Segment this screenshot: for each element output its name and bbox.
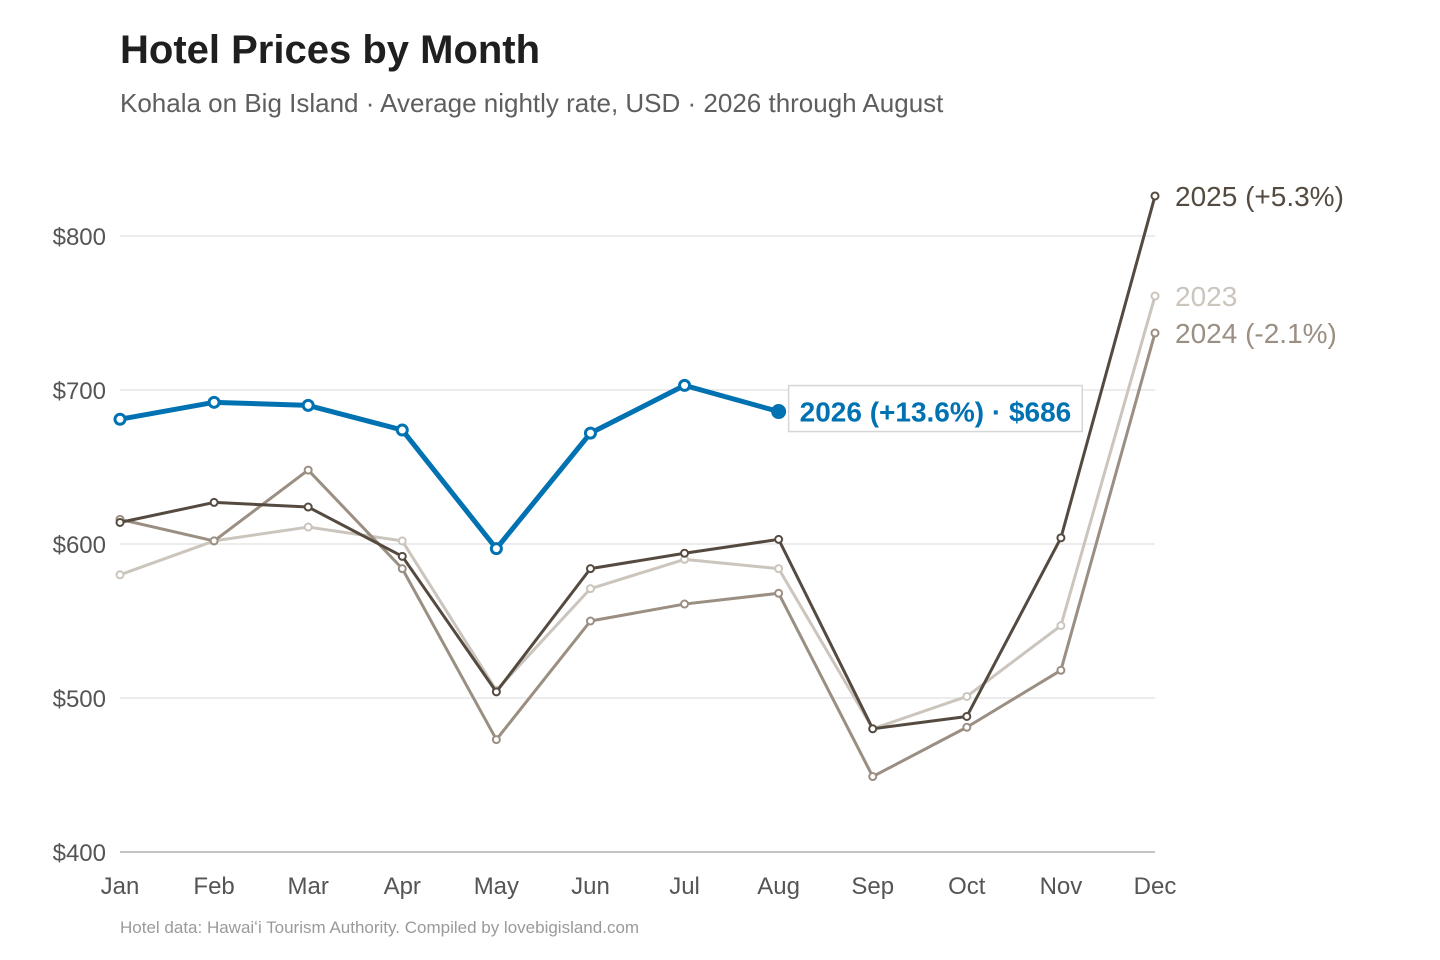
y-tick-label: $400 (53, 840, 106, 867)
data-point (680, 548, 690, 558)
x-tick-label: Jul (669, 873, 700, 900)
data-point (301, 398, 315, 412)
y-tick-label: $600 (53, 532, 106, 559)
data-point (207, 395, 221, 409)
series-label-2024: 2024 (-2.1%) (1175, 318, 1337, 349)
data-point (585, 564, 595, 574)
data-point (209, 536, 219, 546)
series-line-2023 (118, 294, 1157, 731)
data-point (303, 465, 313, 475)
y-tick-label: $700 (53, 378, 106, 405)
source-note: Hotel data: Hawaiʻi Tourism Authority. C… (120, 918, 640, 937)
data-point (115, 517, 125, 527)
data-point (489, 542, 503, 556)
data-point (962, 691, 972, 701)
data-point (1056, 533, 1066, 543)
data-point (395, 423, 409, 437)
x-tick-label: May (474, 873, 519, 900)
data-point (962, 711, 972, 721)
data-point (1150, 328, 1160, 338)
grid-lines (120, 235, 1155, 853)
series-labels: 2026 (+13.6%) · $686 2025 (+5.3%) 2023 2024… (787, 181, 1344, 433)
series-line-2026 (117, 382, 782, 552)
x-axis: Jan Feb Mar Apr May Jun Jul Aug Sep Oct Nov Dec (101, 873, 1177, 900)
chart-title: Hotel Prices by Month (120, 28, 541, 72)
data-point (1150, 291, 1160, 301)
series-2024 (115, 328, 1160, 782)
data-point (1056, 665, 1066, 675)
data-point (868, 772, 878, 782)
data-point (774, 534, 784, 544)
data-point (209, 497, 219, 507)
data-point (491, 687, 501, 697)
series-line-2025 (118, 194, 1157, 731)
data-point (583, 426, 597, 440)
data-point (491, 735, 501, 745)
data-point (397, 564, 407, 574)
data-point (585, 584, 595, 594)
data-point (962, 722, 972, 732)
data-point (771, 404, 787, 420)
label-box (787, 384, 1084, 433)
data-point (868, 724, 878, 734)
x-tick-label: Feb (193, 873, 234, 900)
data-point (680, 599, 690, 609)
data-point (115, 570, 125, 580)
data-point (1150, 191, 1160, 201)
x-tick-label: Oct (948, 873, 986, 900)
data-point (774, 564, 784, 574)
x-tick-label: Mar (288, 873, 329, 900)
series-2026 (113, 378, 787, 556)
series-label-2023: 2023 (1175, 281, 1237, 312)
data-point (303, 522, 313, 532)
series-label-2025: 2025 (+5.3%) (1175, 181, 1344, 212)
series-2023 (115, 291, 1160, 734)
y-tick-label: $500 (53, 686, 106, 713)
data-point (585, 616, 595, 626)
y-tick-label: $800 (53, 224, 106, 251)
series-2025 (115, 191, 1160, 734)
data-point (303, 502, 313, 512)
data-point (397, 551, 407, 561)
x-tick-label: Jun (571, 873, 610, 900)
series-lines (113, 191, 1160, 782)
x-tick-label: Aug (757, 873, 800, 900)
data-point (1056, 621, 1066, 631)
x-tick-label: Apr (384, 873, 421, 900)
series-line-2024 (118, 331, 1157, 779)
x-tick-label: Sep (851, 873, 894, 900)
data-point (397, 536, 407, 546)
chart-subtitle: Kohala on Big Island · Average nightly r… (120, 88, 944, 118)
series-label-text: 2026 (+13.6%) · $686 (800, 397, 1072, 428)
data-point (774, 588, 784, 598)
data-point (113, 412, 127, 426)
x-tick-label: Jan (101, 873, 140, 900)
y-axis: $400 $500 $600 $700 $800 (53, 224, 106, 867)
x-tick-label: Dec (1134, 873, 1177, 900)
data-point (678, 378, 692, 392)
x-tick-label: Nov (1040, 873, 1083, 900)
series-label-2026: 2026 (+13.6%) · $686 (787, 384, 1084, 433)
